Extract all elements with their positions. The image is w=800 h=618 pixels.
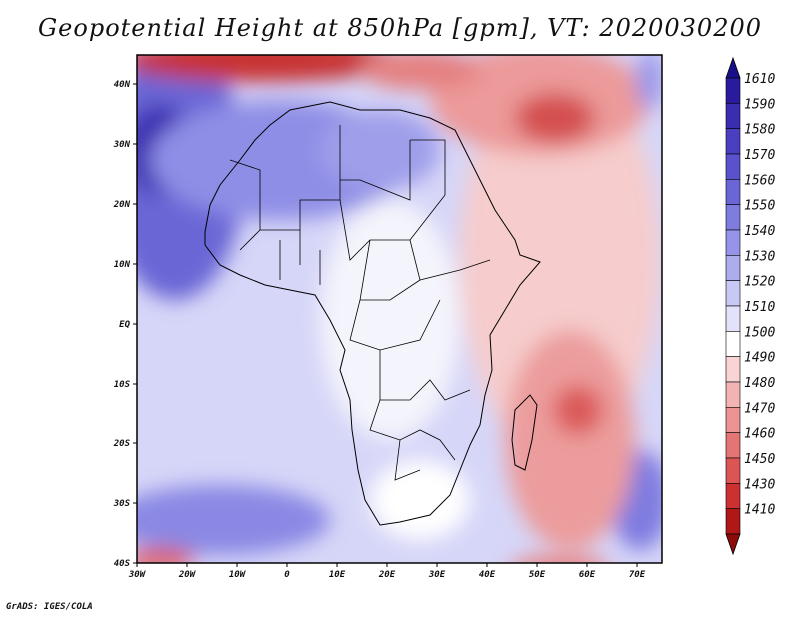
lon-label: 0 (284, 570, 290, 580)
lat-label: 10N (114, 260, 131, 270)
colorbar-label: 1470 (744, 401, 775, 416)
colorbar-label: 1580 (744, 123, 775, 138)
lon-label: 70E (629, 570, 646, 580)
lat-label: 20S (113, 439, 131, 449)
lon-label: 10W (229, 570, 247, 580)
colorbar-swatch (725, 77, 741, 104)
colorbar-swatch (725, 381, 741, 408)
lat-axis: 40N 30N 20N 10N EQ 10S 20S 30S 40S (113, 80, 137, 569)
credit-label: GrADS: IGES/COLA (6, 602, 93, 612)
colorbar-label: 1610 (744, 72, 775, 87)
lon-label: 30E (428, 570, 446, 580)
colorbar-top-arrow (725, 56, 741, 79)
colorbar-label: 1430 (744, 477, 775, 492)
colorbar-swatch (725, 204, 741, 231)
lat-label: 30N (113, 140, 131, 150)
lat-label: 40N (114, 80, 131, 90)
height-field (137, 55, 662, 563)
colorbar-bottom-arrow (725, 533, 741, 556)
colorbar-label: 1460 (744, 427, 775, 442)
lon-label: 20E (378, 570, 396, 580)
lon-label: 60E (579, 570, 596, 580)
colorbar-swatch (725, 356, 741, 383)
colorbar-swatch (725, 103, 741, 129)
colorbar-label: 1410 (744, 503, 775, 518)
colorbar-label: 1500 (744, 325, 775, 340)
lat-label: 10S (114, 380, 131, 390)
lon-label: 50E (529, 570, 546, 580)
colorbar-swatch (725, 483, 741, 509)
colorbar-label: 1560 (744, 173, 775, 188)
country-borders (229, 125, 491, 481)
lon-label: 20W (178, 570, 197, 580)
colorbar-label: 1490 (744, 351, 775, 366)
colorbar-swatch (725, 128, 741, 155)
plot-frame (136, 54, 663, 564)
colorbar: 1610 1590 1580 1570 1560 1550 1540 1530 1520 1510… (725, 56, 775, 556)
lon-axis: 30W 20W 10W 0 10E 20E 30E 40E 50E 60E 70… (128, 563, 646, 580)
colorbar-swatch (725, 280, 741, 307)
colorbar-label: 1480 (744, 376, 775, 391)
lat-label: 40S (114, 559, 131, 569)
colorbar-swatch (725, 407, 741, 433)
lon-label: 40E (479, 570, 496, 580)
colorbar-label: 1520 (744, 275, 775, 290)
colorbar-swatch (725, 153, 741, 180)
colorbar-swatch (725, 255, 741, 281)
lat-label: EQ (119, 320, 130, 330)
colorbar-label: 1550 (744, 199, 775, 214)
colorbar-swatch (725, 508, 741, 535)
colorbar-label: 1540 (744, 224, 775, 239)
chart-title: Geopotential Height at 850hPa [gpm], VT:… (38, 14, 762, 42)
colorbar-label: 1530 (744, 249, 775, 264)
colorbar-swatch (725, 432, 741, 459)
lat-label: 20N (113, 200, 131, 210)
coastline (204, 101, 541, 526)
colorbar-swatch (725, 229, 741, 256)
colorbar-label: 1570 (744, 148, 775, 163)
colorbar-swatch (725, 305, 741, 332)
lat-label: 30S (113, 499, 131, 509)
lon-label: 10E (329, 570, 346, 580)
lon-label: 30W (128, 570, 147, 580)
colorbar-label: 1450 (744, 452, 775, 467)
colorbar-label: 1590 (744, 97, 775, 112)
colorbar-label: 1510 (744, 300, 775, 315)
colorbar-swatch (725, 457, 741, 484)
colorbar-swatch (725, 179, 741, 205)
colorbar-swatch (725, 331, 741, 357)
